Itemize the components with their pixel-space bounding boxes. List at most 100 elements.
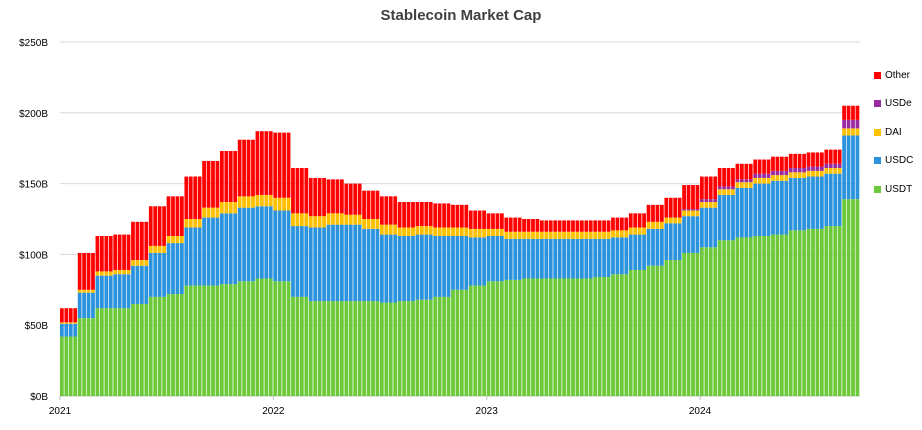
bar-usde-2023-12 (691, 209, 695, 211)
legend-label: DAI (885, 126, 902, 138)
bar-dai-2021-05 (140, 260, 144, 266)
bar-other-2024-02 (726, 168, 731, 187)
bar-other-2023-07 (597, 220, 602, 232)
bar-usdt-2022-05 (353, 301, 358, 396)
bar-dai-2022-08 (397, 227, 402, 236)
bar-usde-2024-08 (833, 163, 838, 169)
bar-usdc-2023-01 (500, 235, 504, 282)
bar-usdt-2021-08 (188, 285, 193, 396)
bar-usdt-2023-10 (651, 265, 655, 396)
bar-dai-2021-12 (260, 194, 264, 207)
bar-usdt-2023-04 (548, 278, 553, 396)
bar-dai-2024-06 (788, 172, 793, 178)
bar-usdt-2022-09 (428, 299, 433, 396)
bar-usdt-2022-01 (273, 281, 278, 396)
bar-usdc-2021-07 (180, 243, 184, 295)
bar-dai-2022-10 (437, 227, 442, 236)
bar-dai-2023-02 (517, 231, 522, 239)
bar-usdt-2023-01 (486, 281, 491, 396)
bar-usdc-2021-05 (144, 265, 149, 304)
bar-usdc-2022-05 (348, 224, 353, 302)
bar-usdc-2022-12 (477, 237, 482, 286)
bar-other-2023-09 (633, 213, 638, 228)
bar-usdc-2024-05 (784, 180, 789, 235)
bar-other-2021-06 (148, 206, 153, 246)
bar-other-2021-06 (153, 206, 158, 246)
bar-other-2024-03 (748, 163, 753, 180)
bar-dai-2024-06 (797, 172, 802, 178)
bar-usdc-2021-05 (135, 265, 140, 304)
bar-other-2021-09 (202, 160, 206, 208)
bar-dai-2022-02 (295, 213, 300, 227)
bar-usdt-2023-03 (531, 278, 535, 396)
bar-usdc-2022-12 (473, 237, 478, 286)
bar-usdt-2022-02 (295, 296, 300, 396)
bar-usdt-2022-07 (384, 302, 389, 396)
bar-usdt-2024-09 (851, 199, 855, 396)
bar-other-2024-07 (811, 152, 815, 167)
bar-usdt-2021-12 (268, 278, 273, 396)
bar-dai-2021-11 (251, 196, 255, 208)
bar-usdt-2024-01 (708, 247, 713, 396)
bar-usde-2024-05 (775, 170, 780, 176)
bar-dai-2022-12 (468, 228, 473, 238)
legend-swatch (874, 185, 881, 193)
bar-usdc-2023-12 (686, 216, 691, 253)
bar-dai-2023-03 (526, 231, 531, 239)
bar-other-2021-02 (77, 252, 82, 290)
bar-dai-2023-12 (695, 210, 700, 217)
bar-other-2023-12 (682, 185, 686, 210)
bar-other-2021-11 (242, 139, 246, 197)
bar-dai-2022-09 (428, 226, 433, 235)
bar-usdt-2024-03 (740, 237, 744, 396)
bar-other-2023-01 (491, 213, 495, 229)
bar-other-2022-04 (331, 179, 335, 214)
bar-usdt-2021-05 (140, 303, 144, 396)
bar-other-2023-09 (642, 213, 646, 228)
bar-usdt-2022-01 (277, 281, 282, 396)
bar-other-2023-01 (486, 213, 491, 229)
bar-usdt-2022-05 (344, 301, 349, 396)
bar-usde-2024-09 (851, 119, 855, 129)
bar-usdc-2021-07 (171, 243, 175, 295)
bar-usdc-2023-04 (540, 238, 544, 279)
bar-usdc-2023-08 (611, 237, 615, 275)
bar-usdt-2022-04 (331, 301, 335, 396)
bar-usdt-2022-12 (473, 285, 478, 396)
bar-usde-2024-07 (806, 166, 811, 171)
bar-other-2021-02 (86, 252, 91, 290)
bar-usdt-2023-03 (526, 278, 531, 396)
bar-dai-2023-01 (495, 228, 500, 236)
bar-usdc-2021-11 (237, 207, 242, 282)
bar-usdc-2023-12 (691, 216, 695, 253)
bar-other-2023-11 (668, 197, 673, 218)
bar-usdt-2021-10 (224, 284, 229, 396)
bar-usde-2024-07 (811, 166, 815, 171)
bar-usdc-2022-07 (393, 234, 398, 303)
bar-usdt-2022-11 (460, 289, 464, 396)
bar-dai-2023-10 (655, 221, 660, 229)
bar-other-2024-01 (700, 176, 704, 200)
bar-other-2022-01 (273, 132, 278, 198)
bar-other-2022-08 (406, 202, 411, 228)
bar-usdc-2022-03 (317, 227, 322, 302)
bar-usdc-2023-03 (522, 238, 526, 279)
bar-dai-2023-04 (548, 231, 553, 239)
bar-dai-2021-11 (237, 196, 242, 208)
bar-other-2021-03 (108, 235, 113, 272)
bar-other-2021-04 (113, 234, 118, 270)
bar-other-2021-06 (157, 206, 162, 246)
bar-usde-2024-07 (815, 166, 820, 171)
bar-usdt-2021-06 (148, 296, 153, 396)
bar-dai-2022-04 (335, 213, 340, 225)
bar-usdt-2023-09 (637, 269, 642, 396)
bar-dai-2024-04 (762, 177, 766, 184)
bar-other-2023-11 (677, 197, 682, 218)
bar-other-2021-06 (162, 206, 166, 246)
bar-usde-2024-09 (855, 119, 860, 129)
bar-usdc-2023-03 (535, 238, 540, 279)
bar-usdt-2021-02 (77, 318, 82, 396)
bar-usdt-2022-01 (286, 281, 291, 396)
bar-other-2023-08 (624, 217, 629, 231)
bar-usdt-2022-05 (348, 301, 353, 396)
